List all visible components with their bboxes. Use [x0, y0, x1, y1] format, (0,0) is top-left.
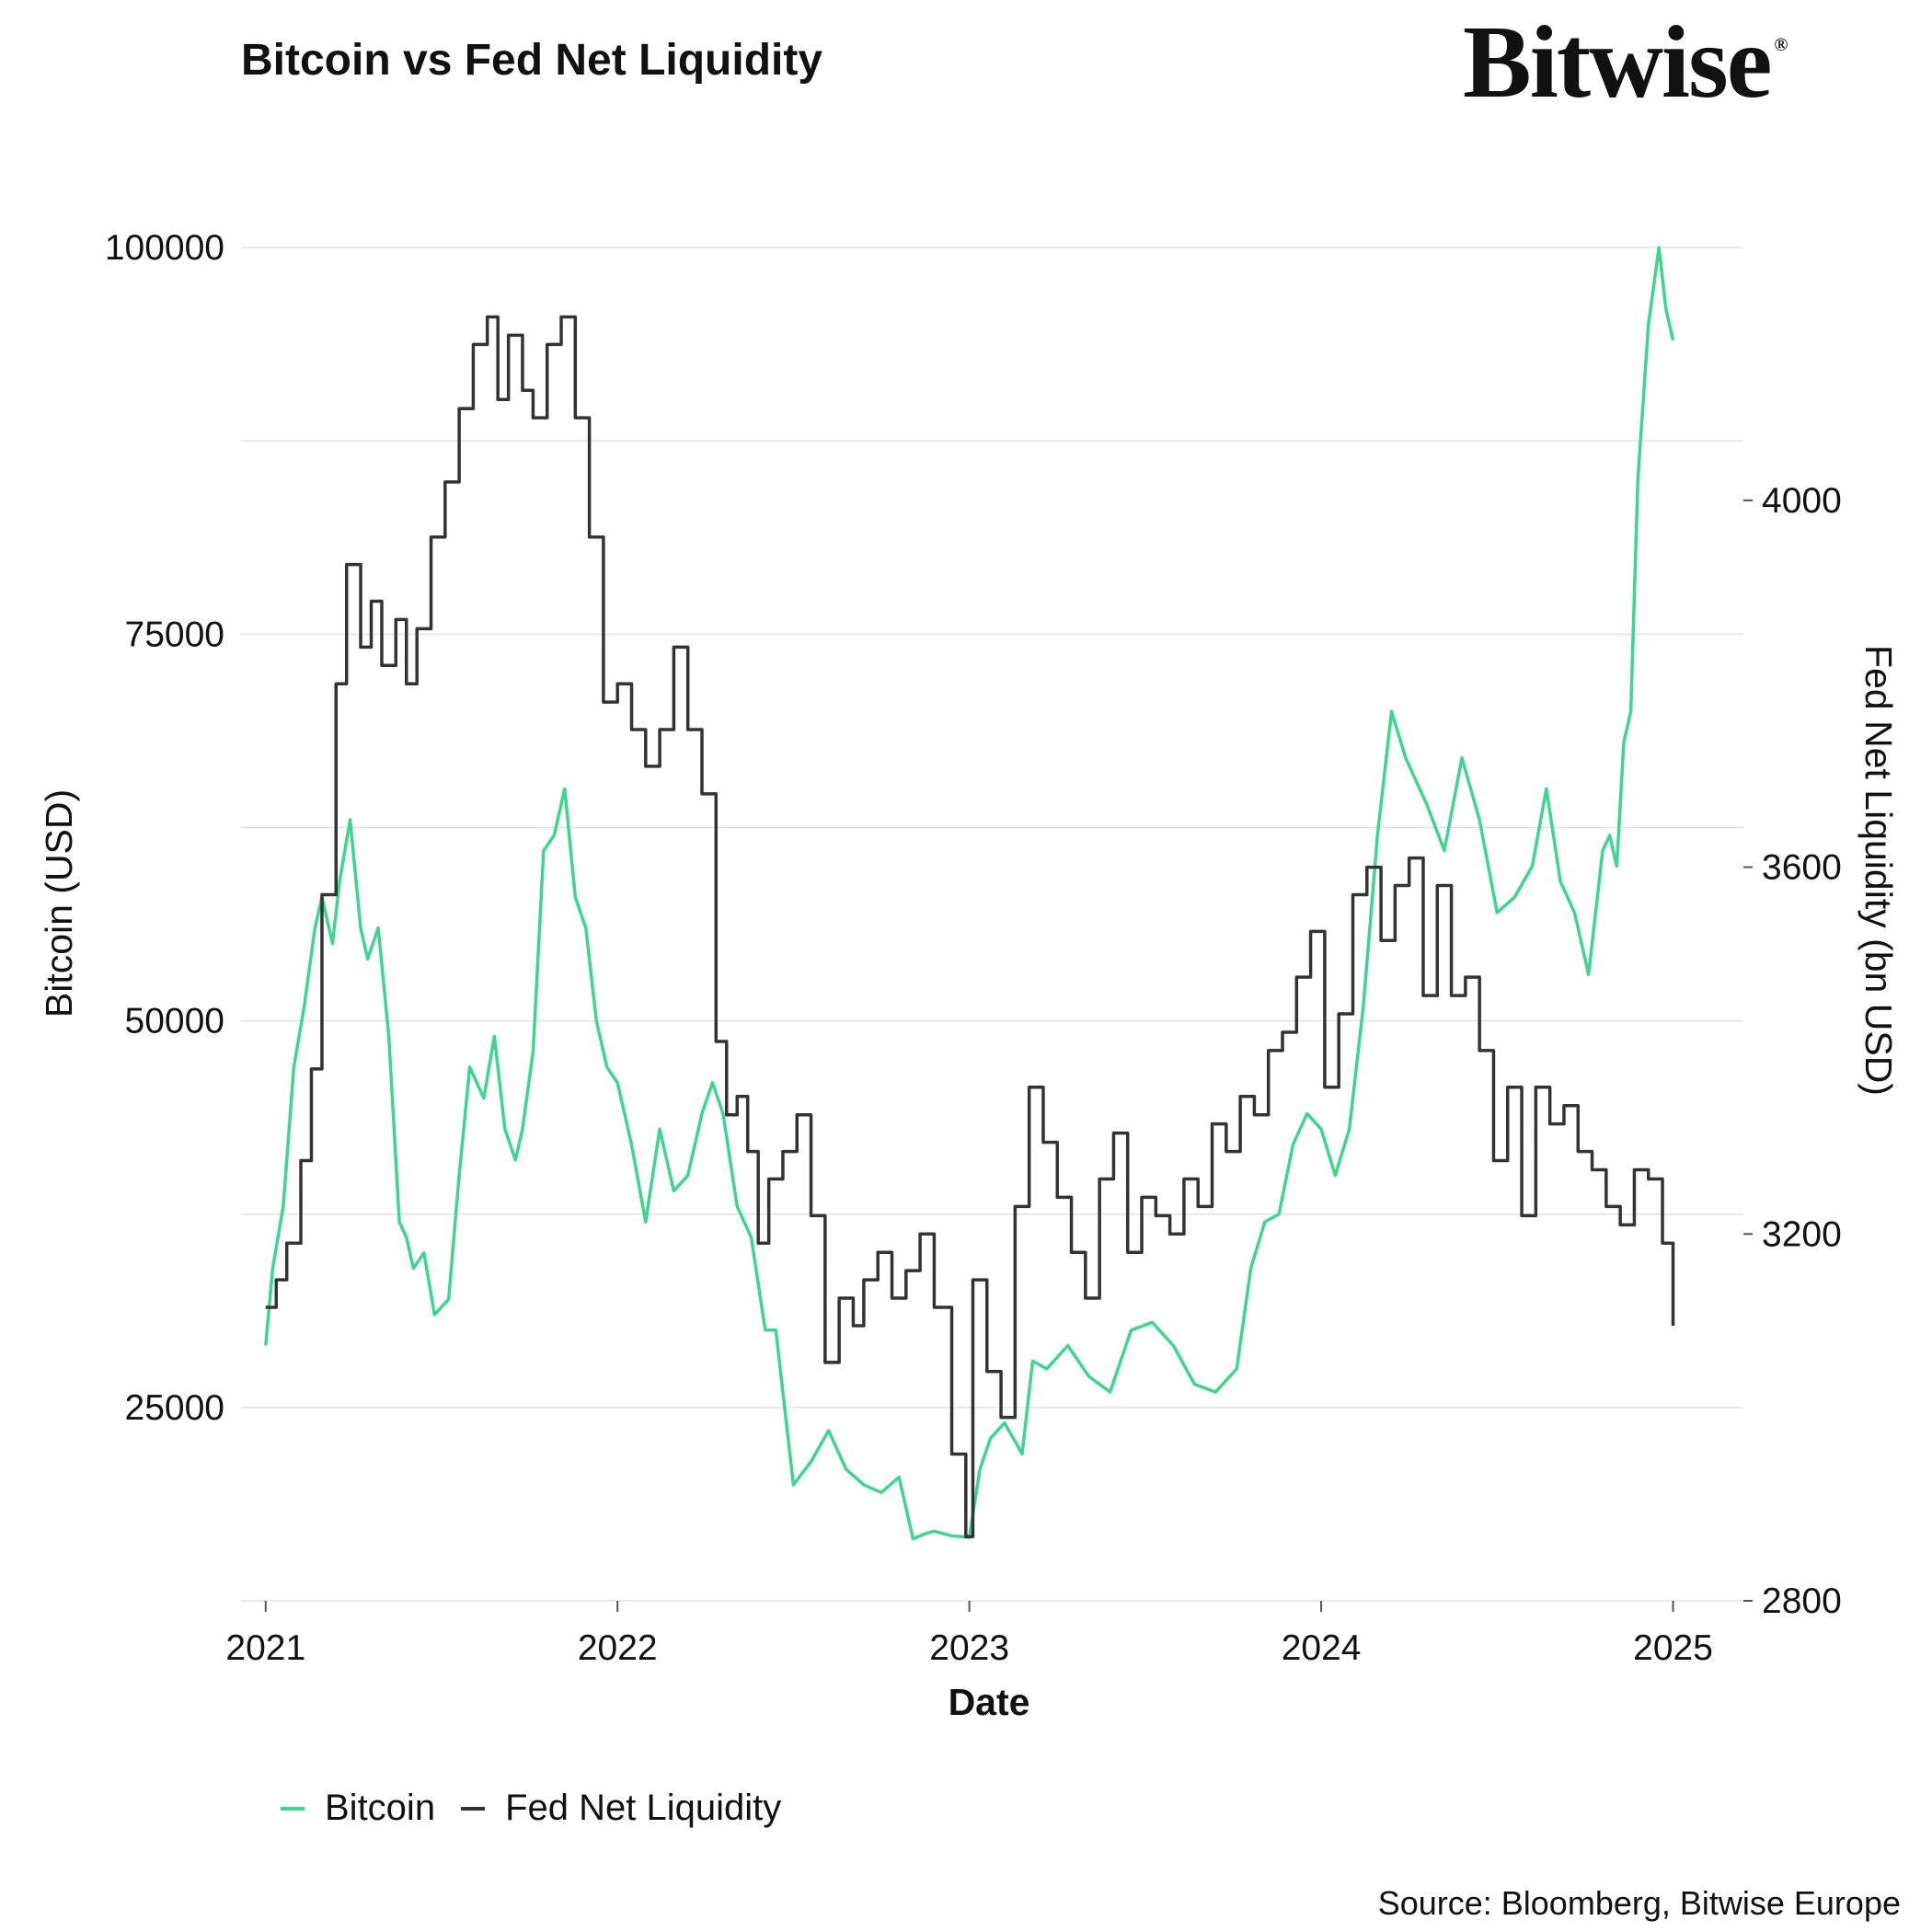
y-axis-title-left: Bitcoin (USD)	[38, 789, 80, 1018]
y-tick-label-left: 100000	[105, 228, 224, 268]
grid-lines	[241, 247, 1743, 1602]
registered-mark: ®	[1774, 35, 1788, 55]
x-tick-label: 2024	[1282, 1628, 1362, 1668]
y-tick-label-left: 25000	[125, 1388, 224, 1428]
logo-text: Bitwise	[1463, 6, 1772, 120]
axes: 25000 50000 75000 100000 2800 3200 3600 4000 202…	[105, 228, 1842, 1668]
bitwise-logo: Bitwise ®	[1463, 4, 1788, 122]
legend: Bitcoin Fed Net Liquidity	[281, 1788, 807, 1829]
y-tick-label-right: 3600	[1762, 848, 1842, 888]
fed-net-liquidity-series-line	[265, 315, 1675, 1538]
x-tick-label: 2025	[1633, 1628, 1713, 1668]
legend-swatch-fed-net-liquidity	[461, 1806, 486, 1811]
x-tick-label: 2023	[929, 1628, 1009, 1668]
source-note: Source: Bloomberg, Bitwise Europe	[1377, 1884, 1901, 1922]
legend-label-bitcoin: Bitcoin	[325, 1788, 436, 1828]
legend-label-fed-net-liquidity: Fed Net Liquidity	[505, 1788, 782, 1828]
y-tick-label-right: 2800	[1762, 1581, 1842, 1621]
x-axis-title: Date	[949, 1681, 1030, 1723]
y-tick-label-right: 3200	[1762, 1214, 1842, 1254]
chart-title: Bitcoin vs Fed Net Liquidity	[241, 36, 823, 85]
legend-item-fed-net-liquidity[interactable]: Fed Net Liquidity	[461, 1788, 781, 1829]
legend-swatch-bitcoin	[281, 1806, 305, 1811]
x-tick-label: 2022	[578, 1628, 658, 1668]
x-tick-label: 2021	[225, 1628, 305, 1668]
legend-item-bitcoin[interactable]: Bitcoin	[281, 1788, 435, 1829]
y-tick-label-left: 50000	[125, 1002, 224, 1041]
y-axis-title-right: Fed Net Liquidity (bn USD)	[1857, 645, 1900, 1096]
series-lines	[264, 246, 1675, 1541]
y-tick-label-left: 75000	[125, 615, 224, 654]
y-tick-label-right: 4000	[1762, 481, 1842, 521]
bitcoin-series-line	[264, 246, 1675, 1541]
